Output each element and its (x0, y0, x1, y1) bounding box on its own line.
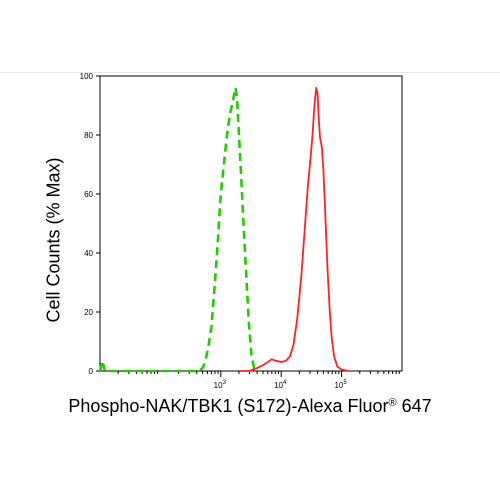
stained-histogram-line (238, 86, 349, 372)
x-axis-label-suffix: 647 (396, 396, 432, 416)
y-tick-label-40: 40 (84, 249, 93, 258)
y-axis-label: Cell Counts (% Max) (43, 157, 64, 323)
y-tick-label-80: 80 (84, 131, 93, 140)
plot-frame (99, 75, 403, 372)
x-axis-label-main: Phospho-NAK/TBK1 (S172)-Alexa Fluor (68, 396, 389, 416)
x-tick-label-1e4: 104 (274, 380, 287, 390)
x-tick-label-1e3: 103 (214, 380, 227, 390)
control-histogram-line (98, 86, 259, 373)
x-axis-label: Phospho-NAK/TBK1 (S172)-Alexa Fluor® 647 (0, 396, 500, 417)
y-tick-label-0: 0 (89, 367, 94, 376)
x-tick-label-1e5: 105 (334, 380, 347, 390)
y-tick-label-60: 60 (84, 190, 93, 199)
y-tick-label-100: 100 (80, 72, 94, 81)
y-tick-label-20: 20 (84, 308, 93, 317)
x-axis-label-registered: ® (388, 397, 397, 409)
header-divider (0, 72, 500, 73)
